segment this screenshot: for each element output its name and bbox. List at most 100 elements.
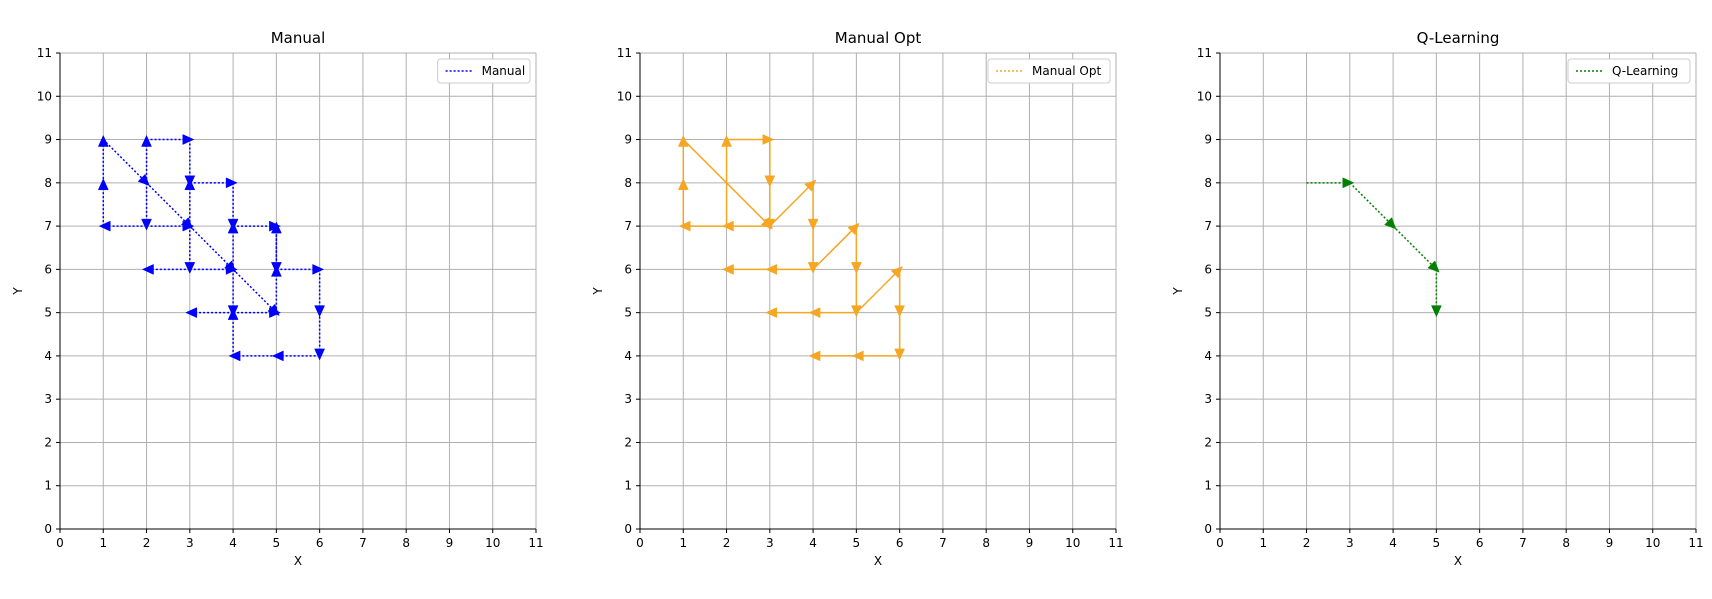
x-tick-label: 10	[485, 536, 500, 550]
arrow-head	[677, 178, 689, 191]
y-tick-label: 4	[44, 349, 52, 363]
y-tick-label: 5	[624, 306, 632, 320]
y-tick-label: 8	[1204, 176, 1212, 190]
x-tick-label: 2	[1303, 536, 1311, 550]
arrow-head	[184, 175, 196, 188]
y-axis-label: Y	[591, 287, 605, 296]
y-tick-label: 11	[617, 46, 632, 60]
x-tick-label: 11	[528, 536, 543, 550]
y-axis-label: Y	[11, 287, 25, 296]
arrow-head	[184, 262, 196, 275]
x-tick-label: 3	[766, 536, 774, 550]
arrow-head	[721, 264, 734, 275]
x-axis-label: X	[1454, 554, 1462, 568]
x-tick-label: 6	[896, 536, 904, 550]
arrow-shaft	[769, 187, 809, 227]
x-tick-label: 7	[1519, 536, 1527, 550]
y-tick-label: 8	[44, 176, 52, 190]
y-tick-label: 0	[44, 522, 52, 536]
arrow-shaft	[812, 230, 852, 270]
y-tick-label: 2	[1204, 435, 1212, 449]
y-tick-label: 3	[1204, 392, 1212, 406]
x-tick-label: 3	[1346, 536, 1354, 550]
arrow-head	[180, 217, 194, 230]
x-tick-label: 1	[99, 536, 107, 550]
arrow-shaft	[232, 268, 272, 309]
arrow-head	[182, 134, 195, 145]
arrow-head	[312, 264, 325, 275]
chart-panel-2: 0 1 2 3 4 5 6 7 8 9 10 11 0 1 2 3 4 5 6 7 8 9 10 11 Manual Opt X Y…	[591, 29, 1124, 568]
arrow-shaft	[146, 182, 186, 222]
y-tick-label: 11	[37, 46, 52, 60]
legend-box	[987, 58, 1111, 84]
y-tick-label: 4	[624, 349, 632, 363]
legend-label: Q-Learning	[1612, 64, 1678, 78]
y-tick-label: 4	[1204, 349, 1212, 363]
y-tick-label: 5	[44, 306, 52, 320]
arrow-head	[271, 350, 284, 362]
chart-panel-3: 0 1 2 3 4 5 6 7 8 9 10 11 0 1 2 3 4 5 6 7 8 9 10 11 Q-Learning X Y…	[1171, 29, 1704, 568]
arrow-head	[1384, 217, 1397, 230]
y-tick-label: 1	[624, 479, 632, 493]
y-tick-label: 9	[624, 133, 632, 147]
arrow-head	[97, 178, 109, 191]
arrow-shaft	[1392, 225, 1432, 265]
chart-panel-1: 0 1 2 3 4 5 6 7 8 9 10 11 0 1 2 3 4 5 6 7 8 9 10 11 Manual X Y Manu…	[11, 29, 544, 568]
x-tick-label: 3	[186, 536, 194, 550]
y-tick-label: 3	[624, 392, 632, 406]
arrow-head	[1342, 177, 1355, 189]
x-axis-label: X	[294, 554, 302, 568]
y-tick-label: 1	[44, 479, 52, 493]
arrow-head	[271, 262, 282, 275]
x-tick-label: 4	[1389, 536, 1397, 550]
y-tick-label: 9	[44, 133, 52, 147]
x-tick-label: 9	[1606, 536, 1614, 550]
y-tick-label: 2	[624, 435, 632, 449]
arrow-head	[721, 220, 734, 232]
arrow-shaft	[1349, 182, 1389, 222]
y-tick-label: 9	[1204, 133, 1212, 147]
y-axis-label: Y	[1171, 287, 1185, 296]
x-tick-label: 0	[1216, 536, 1224, 550]
x-tick-label: 7	[359, 536, 367, 550]
arrow-head	[228, 350, 241, 362]
y-tick-label: 10	[617, 89, 632, 103]
arrow-head	[141, 264, 154, 275]
y-tick-label: 10	[37, 89, 52, 103]
arrow-head	[894, 305, 905, 318]
x-tick-label: 1	[679, 536, 687, 550]
x-tick-label: 9	[446, 536, 454, 550]
arrow-head	[314, 348, 325, 361]
legend-box	[437, 58, 531, 84]
y-tick-label: 11	[1197, 46, 1212, 60]
arrow-head	[678, 220, 691, 232]
x-tick-label: 11	[1688, 536, 1703, 550]
x-tick-label: 2	[143, 536, 151, 550]
y-tick-label: 0	[624, 522, 632, 536]
arrow-head	[185, 307, 198, 318]
y-tick-label: 3	[44, 392, 52, 406]
arrow-shaft	[189, 225, 229, 265]
arrow-head	[764, 175, 776, 188]
x-tick-label: 4	[229, 536, 237, 550]
x-tick-label: 2	[723, 536, 731, 550]
chart-title: Manual	[271, 29, 326, 47]
x-tick-label: 11	[1108, 536, 1123, 550]
x-tick-label: 9	[1026, 536, 1034, 550]
x-tick-label: 4	[809, 536, 817, 550]
arrow-head	[765, 307, 778, 318]
arrow-head	[851, 262, 862, 275]
x-tick-label: 10	[1065, 536, 1080, 550]
arrow-head	[227, 307, 239, 320]
arrow-head	[721, 134, 732, 147]
arrow-head	[808, 307, 821, 318]
y-tick-label: 6	[1204, 262, 1212, 276]
x-tick-label: 5	[273, 536, 281, 550]
y-tick-label: 1	[1204, 479, 1212, 493]
x-tick-label: 0	[56, 536, 64, 550]
x-tick-label: 5	[853, 536, 861, 550]
legend-label: Manual	[482, 64, 526, 78]
arrow-shaft	[102, 139, 143, 179]
y-tick-label: 6	[44, 262, 52, 276]
